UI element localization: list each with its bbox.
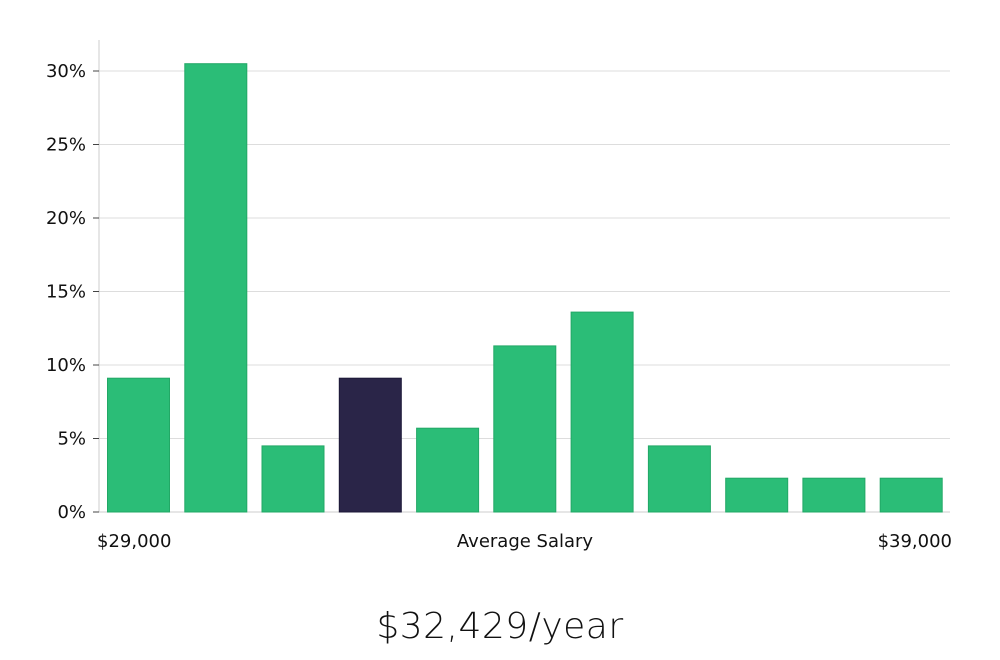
y-tick-label: 15%	[46, 282, 86, 303]
bar	[184, 63, 248, 513]
salary-histogram: 0% 5% 10% 15% 20% 25% 30% $29,000 Average Sala…	[46, 40, 952, 552]
bar	[493, 345, 557, 513]
x-range-end-label: $39,000	[878, 531, 952, 552]
bar-highlighted	[338, 377, 402, 513]
y-tick-label: 20%	[46, 208, 86, 229]
bar	[416, 427, 480, 513]
y-tick-label: 5%	[57, 429, 86, 450]
bar	[647, 445, 711, 513]
y-tick-label: 30%	[46, 61, 86, 82]
y-tick-label: 25%	[46, 135, 86, 156]
y-tick-labels: 0% 5% 10% 15% 20% 25% 30%	[46, 61, 99, 523]
bar	[570, 311, 634, 513]
y-tick-label: 10%	[46, 355, 86, 376]
bar	[107, 377, 170, 513]
x-axis-title: Average Salary	[457, 531, 594, 552]
bar	[725, 477, 789, 513]
bar	[802, 477, 866, 513]
bar	[879, 477, 943, 513]
bar	[261, 445, 325, 513]
average-salary-value: $32,429/year	[376, 606, 624, 647]
bars	[107, 63, 943, 513]
x-range-start-label: $29,000	[97, 531, 171, 552]
y-tick-label: 0%	[57, 502, 86, 523]
